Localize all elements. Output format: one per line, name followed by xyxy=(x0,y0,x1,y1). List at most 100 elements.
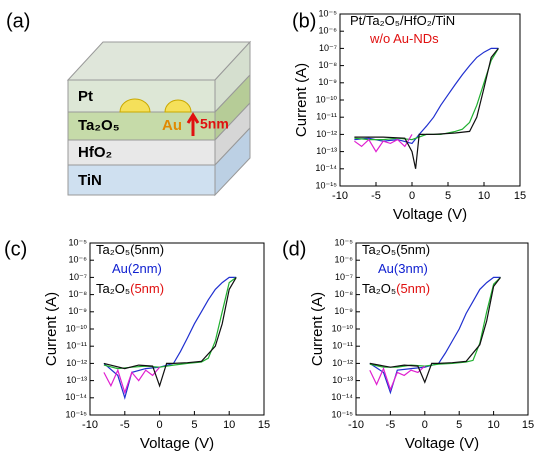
annotation-part: Ta₂O₅ xyxy=(96,281,130,296)
x-tick-label: -10 xyxy=(332,190,348,202)
annotation-part: Ta₂O₅(5nm) xyxy=(96,242,164,257)
iv-curve xyxy=(103,366,161,395)
iv-curve xyxy=(369,277,501,384)
x-axis-label: Voltage (V) xyxy=(393,206,467,223)
x-tick-label: 5 xyxy=(445,190,451,202)
annotation-part: Au(3nm) xyxy=(378,261,428,276)
annotation-part: Ta₂O₅ xyxy=(362,281,396,296)
y-tick-label: 10⁻¹¹ xyxy=(332,341,353,351)
y-tick-label: 10⁻¹⁰ xyxy=(66,323,88,333)
y-tick-label: 10⁻¹⁵ xyxy=(316,180,338,190)
layer-label: TiN xyxy=(78,172,102,189)
iv-curve xyxy=(369,365,426,392)
y-tick-label: 10⁻¹⁵ xyxy=(332,409,354,419)
thickness-arrow xyxy=(186,112,200,136)
iv-curve xyxy=(103,276,237,400)
x-tick-label: 10 xyxy=(478,190,490,202)
annotation: Ta₂O₅(5nm) xyxy=(96,281,164,296)
annotation-part: Ta₂O₅(5nm) xyxy=(362,242,430,257)
iv-curve xyxy=(369,276,501,368)
y-tick-label: 10⁻⁸ xyxy=(334,289,353,299)
annotation: Ta₂O₅(5nm) xyxy=(96,242,164,257)
chart: (d) 10⁻¹⁵ 10⁻¹⁴ 10⁻¹³ 10⁻¹² 10⁻¹¹ 10⁻¹⁰ 10⁻⁹ 10⁻… xyxy=(282,237,534,452)
annotation-part: w/o Au-NDs xyxy=(369,31,439,46)
y-tick-label: 10⁻⁷ xyxy=(319,43,337,53)
layer-label: Pt xyxy=(78,88,93,105)
annotation: Ta₂O₅(5nm) xyxy=(362,242,430,257)
iv-curve xyxy=(103,277,237,388)
annotation: Au(2nm) xyxy=(112,261,162,276)
y-tick-label: 10⁻⁶ xyxy=(69,255,88,265)
annotation-part: Pt/Ta₂O₅/HfO₂/TiN xyxy=(350,13,455,28)
panel-label: (d) xyxy=(282,238,306,260)
y-tick-label: 10⁻¹⁴ xyxy=(315,163,337,173)
x-tick-label: 0 xyxy=(157,419,163,431)
thickness-label: 5nm xyxy=(200,116,229,132)
x-tick-label: -10 xyxy=(348,419,364,431)
panel-label: (a) xyxy=(6,10,30,32)
y-tick-label: 10⁻¹² xyxy=(66,358,87,368)
annotation-part: (5nm) xyxy=(130,281,164,296)
layer xyxy=(67,164,216,196)
x-tick-label: -5 xyxy=(120,419,130,431)
x-tick-label: 10 xyxy=(223,419,235,431)
y-tick-label: 10⁻⁹ xyxy=(68,306,87,316)
y-axis-label: Current (A) xyxy=(43,292,60,366)
y-tick-label: 10⁻¹² xyxy=(332,358,353,368)
y-tick-label: 10⁻⁸ xyxy=(68,289,87,299)
annotation: Au(3nm) xyxy=(378,261,428,276)
y-tick-label: 10⁻¹² xyxy=(316,129,337,139)
panel-label: (c) xyxy=(4,238,27,260)
iv-curve xyxy=(354,134,413,153)
iv-curve xyxy=(354,48,499,169)
x-tick-label: -5 xyxy=(371,190,381,202)
x-tick-label: 15 xyxy=(514,190,526,202)
y-tick-label: 10⁻⁷ xyxy=(69,272,87,282)
x-tick-label: -5 xyxy=(386,419,396,431)
y-tick-label: 10⁻¹⁴ xyxy=(331,392,353,402)
y-axis-label: Current (A) xyxy=(309,292,326,366)
chart: (c) 10⁻¹⁵ 10⁻¹⁴ 10⁻¹³ 10⁻¹² 10⁻¹¹ 10⁻¹⁰ 10⁻⁹ 10⁻… xyxy=(4,237,270,452)
layer-label: Ta₂O₅ xyxy=(78,117,120,134)
y-tick-label: 10⁻⁹ xyxy=(318,77,337,87)
layer xyxy=(67,139,216,166)
chart: (b) 10⁻¹⁵ 10⁻¹⁴ 10⁻¹³ 10⁻¹² 10⁻¹¹ 10⁻¹⁰ 10⁻⁹ 10⁻… xyxy=(292,8,526,223)
x-tick-label: 0 xyxy=(409,190,415,202)
y-tick-label: 10⁻⁶ xyxy=(319,26,338,36)
annotation: Ta₂O₅(5nm) xyxy=(362,281,430,296)
y-tick-label: 10⁻⁵ xyxy=(69,237,88,247)
y-tick-label: 10⁻⁵ xyxy=(319,8,338,18)
y-tick-label: 10⁻¹⁴ xyxy=(65,392,87,402)
x-tick-label: 0 xyxy=(422,419,428,431)
x-tick-label: -10 xyxy=(82,419,98,431)
y-tick-label: 10⁻¹³ xyxy=(66,375,87,385)
box-side xyxy=(214,126,251,197)
y-tick-label: 10⁻⁶ xyxy=(335,255,354,265)
y-axis-label: Current (A) xyxy=(293,63,310,137)
diagram: (a) Pt Ta₂O₅ HfO₂ TiN Au 5nm xyxy=(6,10,252,197)
y-tick-label: 10⁻¹⁰ xyxy=(316,94,338,104)
au-particle xyxy=(164,99,192,113)
particle-label: Au xyxy=(162,117,182,134)
annotation: w/o Au-NDs xyxy=(369,31,439,46)
y-tick-label: 10⁻⁷ xyxy=(335,272,353,282)
x-tick-label: 15 xyxy=(522,419,534,431)
annotation: Pt/Ta₂O₅/HfO₂/TiN xyxy=(350,13,455,28)
y-tick-label: 10⁻¹³ xyxy=(316,146,337,156)
iv-curve xyxy=(354,47,499,145)
y-tick-label: 10⁻⁸ xyxy=(318,60,337,70)
y-tick-label: 10⁻⁵ xyxy=(335,237,354,247)
y-tick-label: 10⁻¹¹ xyxy=(316,112,337,122)
x-tick-label: 10 xyxy=(487,419,499,431)
y-tick-label: 10⁻¹⁵ xyxy=(66,409,88,419)
layer-label: HfO₂ xyxy=(78,144,112,161)
x-tick-label: 5 xyxy=(191,419,197,431)
annotation-part: (5nm) xyxy=(396,281,430,296)
annotation-part: Au(2nm) xyxy=(112,261,162,276)
x-axis-label: Voltage (V) xyxy=(405,435,479,452)
panel-label: (b) xyxy=(292,10,316,32)
x-tick-label: 5 xyxy=(456,419,462,431)
x-tick-label: 15 xyxy=(258,419,270,431)
y-tick-label: 10⁻¹⁰ xyxy=(332,323,354,333)
